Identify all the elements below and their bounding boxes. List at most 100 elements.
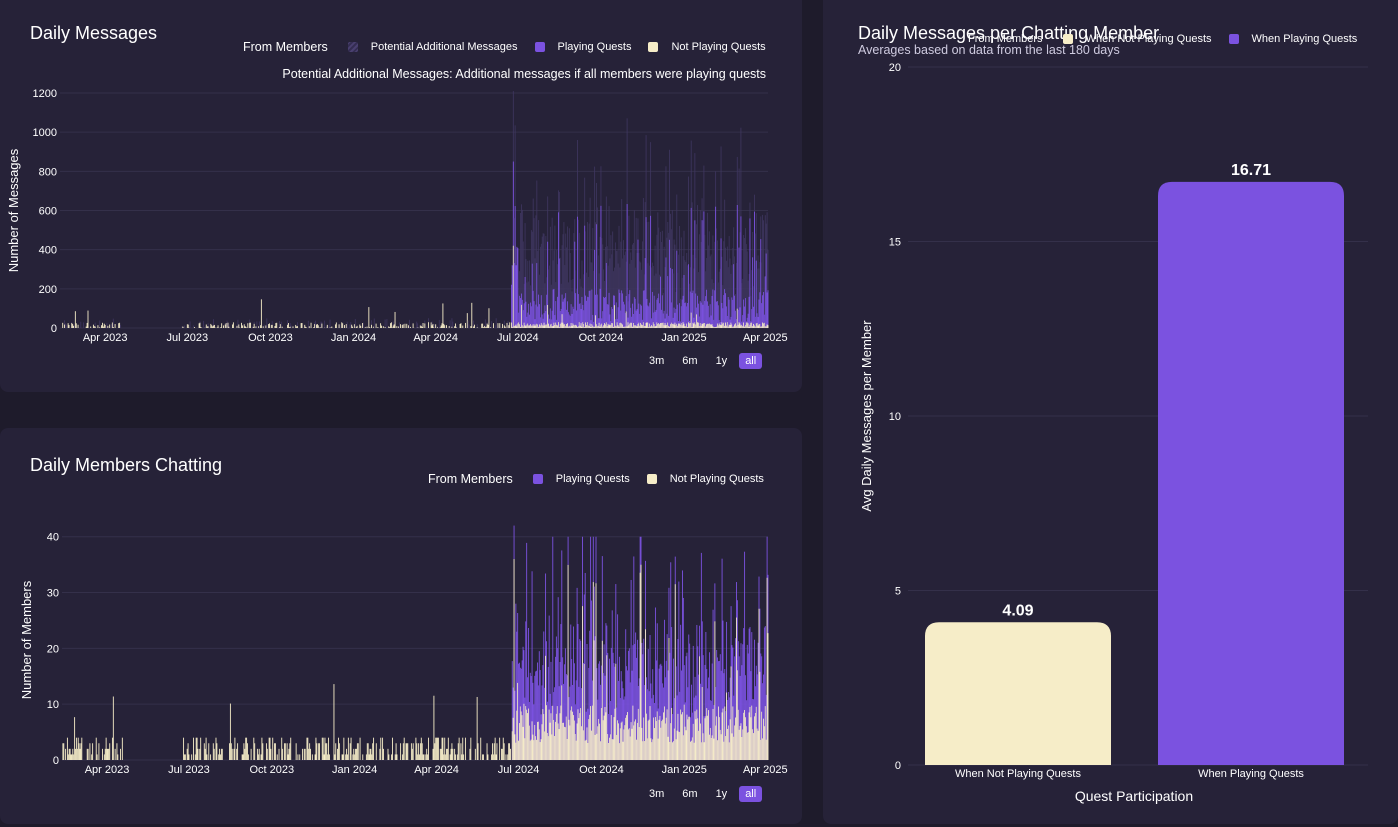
playing-bar (761, 656, 763, 760)
x-tick-label: Jan 2024 (331, 332, 376, 344)
legend-item-playing[interactable]: Playing Quests (534, 41, 631, 53)
not-playing-bar (77, 324, 79, 328)
playing-bar (747, 313, 749, 328)
range-button-3m[interactable]: 3m (649, 355, 665, 367)
not-playing-bar (723, 322, 725, 328)
not-playing-bar (72, 323, 74, 328)
legend-item-not-playing[interactable]: When Not Playing Quests (1062, 33, 1212, 45)
not-playing-bar (736, 670, 738, 760)
not-playing-bar (511, 731, 513, 760)
not-playing-bar (105, 737, 107, 760)
potential-bar (602, 244, 604, 328)
potential-bar (654, 245, 656, 328)
daily-messages-panel: Daily Messages From Members Potential Ad… (0, 0, 802, 392)
not-playing-bar (497, 323, 499, 328)
not-playing-bar (329, 754, 330, 760)
potential-bar (632, 242, 634, 328)
playing-bar (576, 310, 578, 328)
not-playing-bar (220, 748, 222, 760)
playing-bar (600, 205, 602, 328)
playing-bar (585, 295, 587, 328)
playing-bar (583, 310, 585, 328)
not-playing-bar (536, 739, 538, 760)
playing-bar (585, 711, 587, 760)
not-playing-bar (567, 326, 569, 328)
not-playing-bar (476, 696, 478, 760)
not-playing-bar (63, 743, 65, 760)
not-playing-bar (732, 326, 734, 328)
not-playing-bar (520, 711, 522, 760)
playing-bar (519, 295, 521, 328)
not-playing-bar (119, 322, 121, 328)
potential-bar (297, 322, 298, 328)
playing-bar (535, 671, 537, 760)
playing-bar (548, 314, 550, 328)
playing-bar (705, 631, 707, 760)
not-playing-bar (670, 322, 672, 328)
not-playing-bar (738, 322, 740, 328)
playing-bar (681, 299, 683, 328)
not-playing-bar (499, 323, 501, 328)
not-playing-bar (609, 324, 611, 328)
potential-bar (399, 322, 401, 328)
not-playing-bar (529, 740, 531, 760)
playing-bar (618, 656, 620, 760)
not-playing-bar (513, 559, 515, 760)
not-playing-bar (321, 737, 323, 760)
potential-bar (545, 236, 547, 328)
potential-bar (709, 256, 711, 328)
not-playing-bar (415, 737, 417, 760)
legend-item-playing[interactable]: When Playing Quests (1228, 33, 1357, 45)
playing-bar (752, 257, 754, 328)
not-playing-bar (103, 323, 105, 328)
legend-item-potential[interactable]: Potential Additional Messages (347, 41, 518, 53)
not-playing-bar (632, 326, 633, 328)
not-playing-bar (651, 325, 652, 328)
range-button-3m[interactable]: 3m (649, 788, 665, 800)
potential-bar (628, 215, 630, 328)
not-playing-bar (711, 324, 713, 328)
not-playing-bar (572, 323, 574, 328)
not-playing-bar (551, 326, 553, 328)
not-playing-bar (111, 322, 113, 328)
not-playing-bar (682, 322, 684, 328)
range-button-6m[interactable]: 6m (682, 788, 698, 800)
playing-bar (518, 663, 520, 760)
not-playing-bar (290, 737, 292, 760)
not-playing-bar (589, 714, 591, 760)
playing-bar (649, 302, 651, 328)
range-button-6m[interactable]: 6m (682, 355, 698, 367)
not-playing-bar (601, 640, 603, 760)
playing-bar (610, 321, 612, 328)
not-playing-bar (586, 322, 588, 328)
not-playing-bar (591, 324, 593, 328)
range-selector: 3m 6m 1y all (643, 786, 763, 802)
not-playing-bar (502, 737, 504, 760)
playing-bar (697, 646, 699, 760)
range-button-1y[interactable]: 1y (715, 355, 728, 367)
not-playing-bar (504, 326, 506, 328)
range-button-1y[interactable]: 1y (715, 788, 728, 800)
legend-item-playing[interactable]: Playing Quests (532, 473, 630, 485)
not-playing-bar (288, 748, 290, 760)
range-button-all[interactable]: all (739, 786, 763, 802)
not-playing-bar (587, 325, 589, 328)
range-button-all[interactable]: all (739, 353, 763, 369)
playing-bar (767, 290, 769, 328)
legend-item-not-playing[interactable]: Not Playing Quests (648, 41, 766, 53)
potential-bar (725, 247, 727, 328)
legend-item-not-playing[interactable]: Not Playing Quests (646, 473, 764, 485)
playing-bar (711, 663, 713, 760)
playing-bar (616, 707, 618, 760)
not-playing-bar (748, 326, 750, 328)
playing-bar (702, 655, 704, 760)
potential-bar (663, 246, 665, 328)
not-playing-bar (92, 324, 94, 328)
not-playing-bar (395, 743, 397, 760)
not-playing-bar (676, 323, 678, 328)
x-tick-label: Jan 2024 (332, 764, 377, 776)
not-playing-bar (642, 322, 644, 328)
not-playing-bar (691, 326, 693, 328)
potential-bar (564, 265, 566, 328)
not-playing-bar (716, 716, 718, 760)
